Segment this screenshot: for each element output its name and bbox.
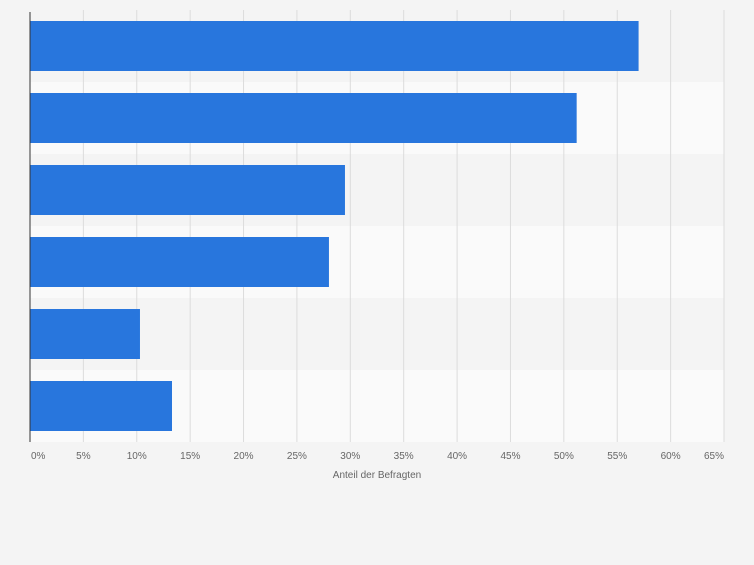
x-tick-label: 15% [180,451,200,462]
x-tick-label: 40% [447,451,467,462]
bar[interactable] [30,165,345,215]
x-tick-label: 60% [661,451,681,462]
grid-lines [82,10,725,442]
x-tick-label: 0% [31,451,46,462]
x-tick-label: 55% [607,451,627,462]
bar[interactable] [30,309,140,359]
x-tick-label: 30% [340,451,360,462]
x-tick-label: 5% [76,451,91,462]
bar[interactable] [30,381,173,431]
row-band [30,298,724,370]
x-tick-label: 20% [234,451,254,462]
x-tick-label: 50% [554,451,574,462]
bar[interactable] [30,237,329,287]
x-axis-label: Anteil der Befragten [333,470,421,481]
x-tick-label: 65% [704,451,724,462]
x-tick-label: 45% [500,451,520,462]
bar[interactable] [30,21,639,71]
bar[interactable] [30,93,577,143]
row-bands [30,10,724,442]
bars [30,21,639,431]
x-tick-label: 10% [127,451,147,462]
x-tick-label: 35% [394,451,414,462]
x-axis-ticks: 0% 5% 10% 15% 20% 25% 30% 35% 40% 45% 50% 55% 60% 65% [31,451,724,462]
x-tick-label: 25% [287,451,307,462]
